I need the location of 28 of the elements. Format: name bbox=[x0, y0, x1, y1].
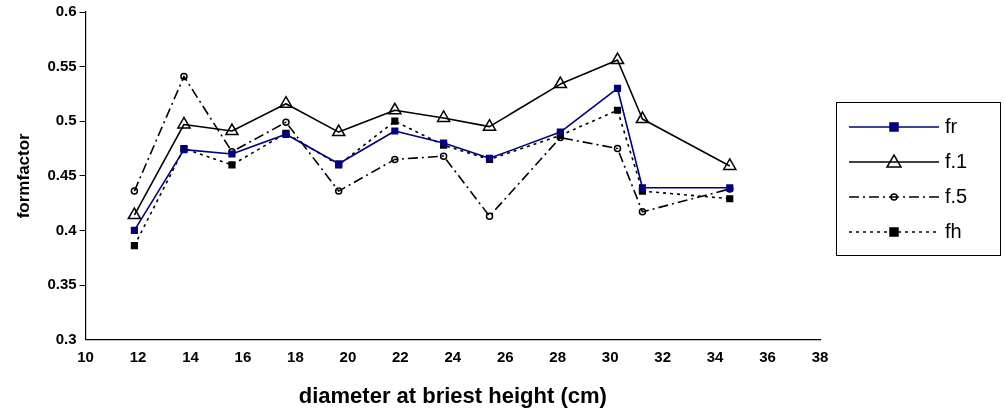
x-tick-label: 22 bbox=[392, 347, 409, 365]
y-tick-label: 0.35 bbox=[47, 275, 77, 293]
y-axis-title: formfactor bbox=[13, 132, 33, 219]
x-tick-label: 26 bbox=[496, 347, 514, 365]
x-tick-label: 34 bbox=[706, 347, 725, 365]
y-tick-label: 0.55 bbox=[47, 56, 77, 74]
x-axis-title: diameter at briest height (cm) bbox=[298, 382, 607, 408]
y-tick-label: 0.45 bbox=[47, 165, 77, 183]
x-tick-label: 30 bbox=[601, 347, 619, 365]
x-tick-label: 24 bbox=[444, 347, 462, 365]
y-tick-label: 0.6 bbox=[55, 2, 77, 20]
x-tick-label: 36 bbox=[759, 347, 776, 365]
x-tick-label: 16 bbox=[234, 347, 252, 365]
x-tick-label: 32 bbox=[654, 347, 671, 365]
legend-label: fh bbox=[945, 220, 962, 243]
x-tick-label: 20 bbox=[339, 347, 357, 365]
y-tick-label: 0.3 bbox=[55, 329, 77, 347]
y-tick-label: 0.5 bbox=[55, 111, 77, 129]
x-tick-label: 18 bbox=[287, 347, 304, 365]
x-tick-label: 14 bbox=[182, 347, 200, 365]
legend-label: f.1 bbox=[945, 150, 968, 173]
x-tick-label: 10 bbox=[77, 347, 94, 365]
y-tick-label: 0.4 bbox=[55, 220, 78, 238]
legend-label: fr bbox=[945, 115, 958, 138]
x-tick-label: 28 bbox=[549, 347, 567, 365]
x-tick-label: 38 bbox=[811, 347, 829, 365]
legend-label: f.5 bbox=[945, 185, 968, 208]
x-tick-label: 12 bbox=[129, 347, 147, 365]
